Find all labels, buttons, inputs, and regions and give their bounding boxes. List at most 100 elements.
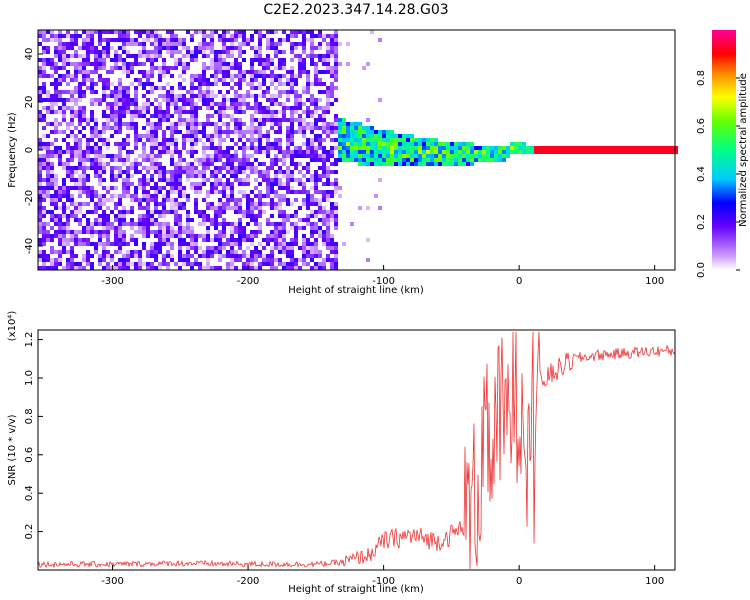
- spectrogram-cell: [250, 242, 254, 246]
- spectrogram-cell: [294, 34, 298, 38]
- spectrogram-cell: [326, 126, 330, 130]
- spectrogram-cell: [238, 166, 242, 170]
- spectrogram-cell: [470, 142, 474, 146]
- spectrogram-cell: [318, 230, 322, 234]
- spectrogram-cell: [242, 262, 246, 266]
- spectrogram-cell: [274, 162, 278, 166]
- spectrogram-cell: [182, 138, 186, 142]
- spectrogram-cell: [202, 154, 206, 158]
- spectrogram-cell: [322, 118, 326, 122]
- spectrogram-cell: [62, 194, 66, 198]
- spectrogram-cell: [494, 154, 498, 158]
- spectrogram-cell: [86, 46, 90, 50]
- spectrogram-cell: [162, 150, 166, 154]
- spectrogram-cell: [106, 154, 110, 158]
- spectrogram-cell: [146, 34, 150, 38]
- spectrogram-cell: [674, 146, 678, 150]
- spectrogram-cell: [318, 206, 322, 210]
- spectrogram-cell: [258, 70, 262, 74]
- spectrogram-cell: [282, 62, 286, 66]
- spectrogram-cell: [42, 158, 46, 162]
- spectrogram-cell: [130, 206, 134, 210]
- spectrogram-cell: [126, 266, 130, 270]
- spectrogram-cell: [358, 142, 362, 146]
- spectrogram-cell: [74, 50, 78, 54]
- spectrogram-cell: [114, 106, 118, 110]
- spectrogram-cell: [46, 186, 50, 190]
- spectrogram-cell: [166, 146, 170, 150]
- spectrogram-cell: [374, 154, 378, 158]
- spectrogram-cell: [310, 158, 314, 162]
- spectrogram-cell: [58, 150, 62, 154]
- spectrogram-cell: [598, 146, 602, 150]
- spectrogram-cell: [214, 30, 218, 34]
- spectrogram-cell: [106, 78, 110, 82]
- spectrogram-cell: [118, 210, 122, 214]
- spectrogram-cell: [458, 142, 462, 146]
- spectrogram-cell: [194, 166, 198, 170]
- spectrogram-cell: [126, 150, 130, 154]
- spectrogram-cell: [202, 82, 206, 86]
- spectrogram-cell: [542, 146, 546, 150]
- spectrogram-cell: [430, 162, 434, 166]
- spectrogram-cell: [198, 82, 202, 86]
- spectrogram-cell: [234, 202, 238, 206]
- spectrogram-cell: [114, 102, 118, 106]
- spectrogram-cell: [198, 246, 202, 250]
- spectrogram-cell: [274, 202, 278, 206]
- spectrogram-cell: [250, 198, 254, 202]
- spectrogram-cell: [78, 238, 82, 242]
- spectrogram-cell: [334, 178, 338, 182]
- spectrogram-cell: [226, 170, 230, 174]
- spectrogram-cell: [302, 186, 306, 190]
- spectrogram-cell: [50, 162, 54, 166]
- spectrogram-cell: [306, 90, 310, 94]
- spectrogram-cell: [310, 102, 314, 106]
- spectrogram-cell: [118, 150, 122, 154]
- spectrogram-cell: [310, 246, 314, 250]
- spectrogram-cell: [50, 182, 54, 186]
- spectrogram-cell: [242, 50, 246, 54]
- spectrogram-cell: [158, 202, 162, 206]
- spectrogram-cell: [114, 262, 118, 266]
- spectrogram-cell: [122, 70, 126, 74]
- spectrogram-cell: [226, 254, 230, 258]
- spectrogram-cell: [158, 42, 162, 46]
- spectrogram-cell: [42, 38, 46, 42]
- spectrogram-cell: [350, 122, 354, 126]
- spectrogram-cell: [66, 126, 70, 130]
- spectrogram-cell: [318, 202, 322, 206]
- spectrogram-cell: [278, 158, 282, 162]
- spectrogram-cell: [270, 98, 274, 102]
- spectrogram-cell: [410, 154, 414, 158]
- spectrogram-cell: [262, 110, 266, 114]
- spectrogram-cell: [170, 182, 174, 186]
- spectrogram-cell: [302, 42, 306, 46]
- spectrogram-cell: [174, 210, 178, 214]
- spectrogram-cell: [146, 98, 150, 102]
- spectrogram-cell: [302, 102, 306, 106]
- spectrogram-cell: [102, 90, 106, 94]
- spectrogram-cell: [146, 178, 150, 182]
- spectrogram-cell: [362, 150, 366, 154]
- spectrogram-cell: [322, 138, 326, 142]
- spectrogram-cell: [154, 222, 158, 226]
- spectrogram-cell: [54, 154, 58, 158]
- spectrogram-cell: [314, 110, 318, 114]
- spectrogram-cell: [182, 186, 186, 190]
- spectrogram-cell: [338, 154, 342, 158]
- spectrogram-cell: [150, 178, 154, 182]
- spectrogram-cell: [186, 198, 190, 202]
- spectrogram-cell: [234, 82, 238, 86]
- spectrogram-cell: [202, 94, 206, 98]
- spectrogram-cell: [202, 218, 206, 222]
- spectrogram-cell: [222, 30, 226, 34]
- spectrogram-cell: [230, 226, 234, 230]
- spectrogram-cell: [274, 138, 278, 142]
- spectrogram-cell: [318, 146, 322, 150]
- spectrogram-cell: [110, 90, 114, 94]
- spectrogram-cell: [118, 234, 122, 238]
- spectrogram-cell: [618, 146, 622, 150]
- spectrogram-cell: [190, 238, 194, 242]
- spectrogram-cell: [586, 146, 590, 150]
